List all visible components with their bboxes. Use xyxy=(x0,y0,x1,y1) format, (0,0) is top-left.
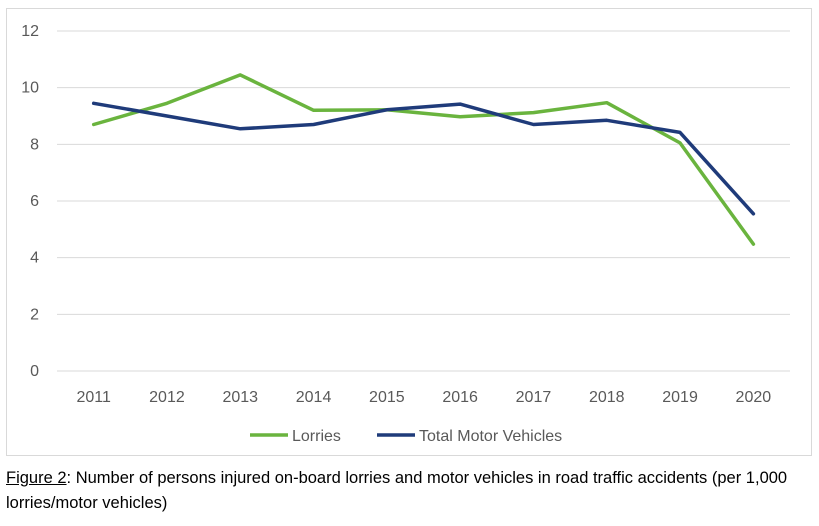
x-tick-label: 2016 xyxy=(442,389,478,406)
data-point-lorries xyxy=(312,108,316,112)
data-point-total-motor-vehicles xyxy=(678,130,682,134)
data-point-total-motor-vehicles xyxy=(458,102,462,106)
data-point-total-motor-vehicles xyxy=(605,118,609,122)
data-point-lorries xyxy=(751,242,755,246)
data-point-total-motor-vehicles xyxy=(531,123,535,127)
x-tick-label: 2012 xyxy=(149,389,185,406)
data-point-lorries xyxy=(458,115,462,119)
y-tick-label: 2 xyxy=(30,306,39,323)
data-point-lorries xyxy=(605,101,609,105)
line-chart: 0 2 4 6 8 10 12 2011 2012 2013 2014 2015 2016 2017 201… xyxy=(21,23,790,445)
data-point-total-motor-vehicles xyxy=(385,108,389,112)
x-tick-label: 2014 xyxy=(296,389,332,406)
x-tick-label: 2015 xyxy=(369,389,405,406)
legend-label-total-motor-vehicles: Total Motor Vehicles xyxy=(419,428,562,445)
figure-label: Figure 2 xyxy=(6,469,67,487)
data-point-total-motor-vehicles xyxy=(92,101,96,105)
series-line-lorries xyxy=(91,73,756,246)
x-tick-label: 2017 xyxy=(516,389,552,406)
data-point-lorries xyxy=(531,111,535,115)
data-point-lorries xyxy=(92,123,96,127)
data-point-lorries xyxy=(165,101,169,105)
data-point-total-motor-vehicles xyxy=(165,114,169,118)
data-point-total-motor-vehicles xyxy=(238,127,242,131)
y-tick-label: 12 xyxy=(21,23,39,40)
legend-label-lorries: Lorries xyxy=(292,428,341,445)
data-point-lorries xyxy=(678,141,682,145)
data-point-lorries xyxy=(238,73,242,77)
x-tick-label: 2013 xyxy=(222,389,258,406)
y-tick-label: 6 xyxy=(30,193,39,210)
y-tick-label: 0 xyxy=(30,363,39,380)
y-tick-label: 8 xyxy=(30,136,39,153)
series-line-total-motor-vehicles xyxy=(91,101,756,216)
y-tick-label: 10 xyxy=(21,80,39,97)
caption-text: : Number of persons injured on-board lor… xyxy=(6,469,788,512)
data-point-total-motor-vehicles xyxy=(312,123,316,127)
data-point-total-motor-vehicles xyxy=(751,212,755,216)
x-tick-label: 2019 xyxy=(662,389,698,406)
x-tick-label: 2020 xyxy=(736,389,772,406)
figure-caption: Figure 2: Number of persons injured on-b… xyxy=(6,466,816,516)
chart-area: 0 2 4 6 8 10 12 2011 2012 2013 2014 2015 2016 2017 201… xyxy=(6,8,812,456)
x-tick-label: 2011 xyxy=(76,389,111,406)
y-tick-label: 4 xyxy=(30,250,39,267)
x-tick-label: 2018 xyxy=(589,389,625,406)
